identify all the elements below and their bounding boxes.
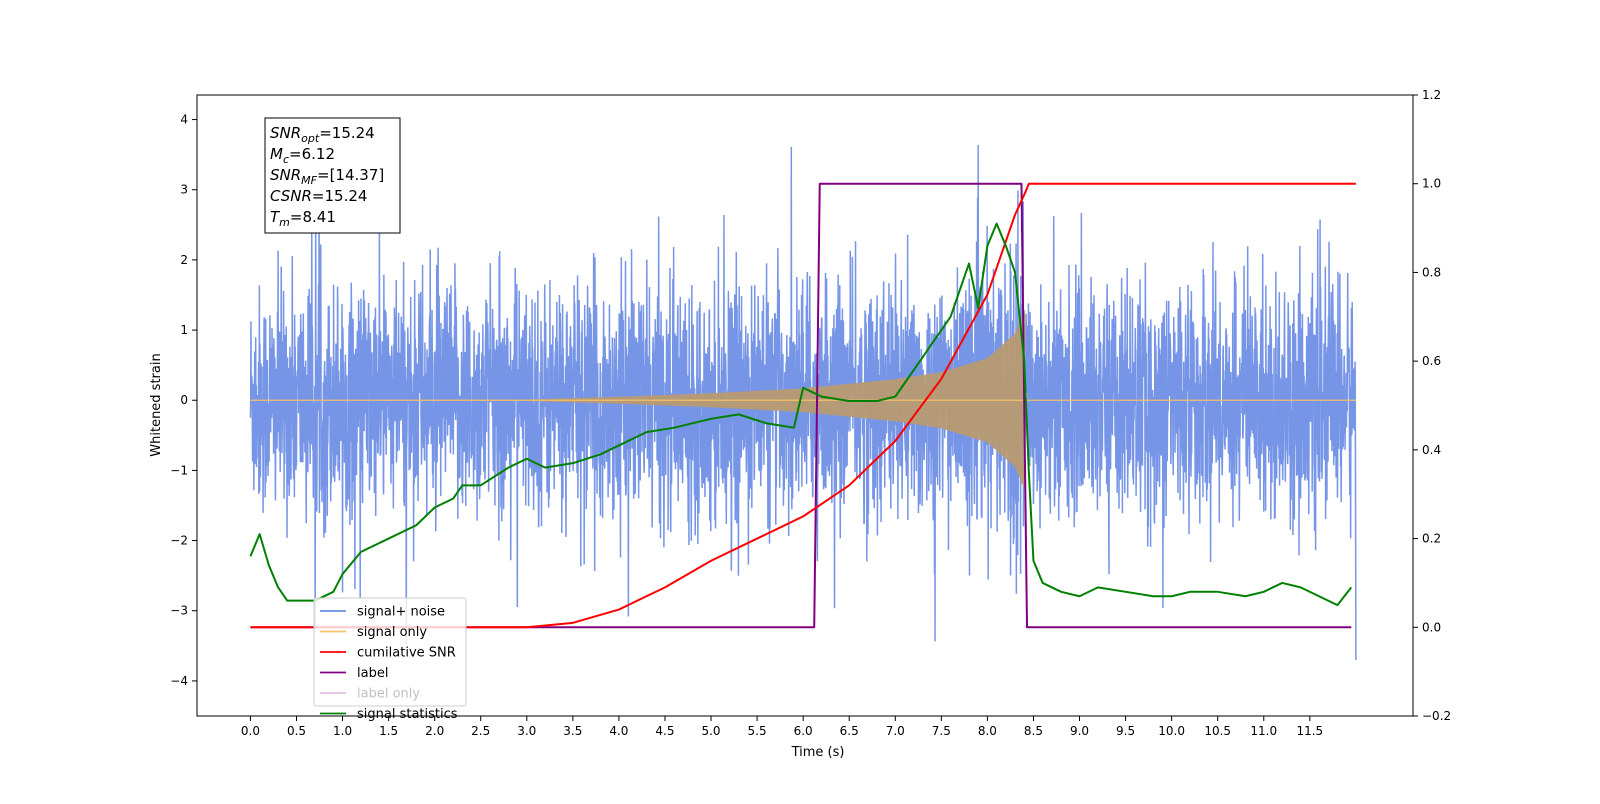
x-tick-label: 9.5 (1116, 724, 1135, 738)
annotation-line: SNRMF=[14.37] (270, 166, 384, 187)
y2-tick-label: 0.4 (1422, 443, 1441, 457)
x-tick-label: 9.0 (1070, 724, 1089, 738)
annotation-line: Mc=6.12 (270, 145, 335, 166)
y-axis-left: −4 −3 −2 −1 0 1 2 3 4 (170, 113, 197, 688)
legend: signal+ noise signal only cumilative SNR la… (313, 597, 467, 722)
legend-frame (313, 597, 467, 707)
x-tick-label: 4.0 (609, 724, 628, 738)
x-axis: 0.0 0.5 1.0 1.5 2.0 2.5 3.0 3.5 4.0 4.5 5.0 5.5 6.0 6… (241, 716, 1323, 738)
y-tick-label: 0 (180, 393, 188, 407)
right-axis-series-group (249, 182, 1356, 629)
x-tick-label: 11.5 (1296, 724, 1323, 738)
legend-label: cumilative SNR (357, 646, 456, 661)
x-tick-label: 10.5 (1204, 724, 1231, 738)
y-axis-right: −0.2 0.0 0.2 0.4 0.6 0.8 1.0 1.2 (1413, 88, 1451, 723)
x-tick-label: 7.5 (932, 724, 951, 738)
legend-label: label (357, 666, 388, 681)
x-tick-label: 2.5 (471, 724, 490, 738)
series-signal-noise-line (249, 144, 1357, 660)
y2-tick-label: 0.2 (1422, 532, 1441, 546)
x-tick-label: 6.5 (840, 724, 859, 738)
plot-frame (196, 94, 1414, 717)
signal-only-series-group (250, 309, 1356, 492)
y2-tick-label: 0.6 (1422, 354, 1441, 368)
series-label-line (250, 182, 1352, 629)
y-tick-label: −4 (170, 674, 188, 688)
legend-label: signal+ noise (357, 605, 445, 620)
x-tick-label: 10.0 (1158, 724, 1185, 738)
y2-tick-label: 0.0 (1422, 620, 1441, 634)
annotation-box-frame (264, 117, 401, 234)
x-tick-label: 7.0 (886, 724, 905, 738)
y2-tick-label: 0.8 (1422, 265, 1441, 279)
series-cumilative-snr-line (250, 182, 1356, 629)
x-tick-label: 8.0 (978, 724, 997, 738)
x-tick-label: 5.0 (701, 724, 720, 738)
y2-tick-label: 1.0 (1422, 177, 1441, 191)
x-tick-label: 2.0 (425, 724, 444, 738)
x-axis-label: Time (s) (791, 745, 845, 760)
x-tick-label: 11.0 (1250, 724, 1277, 738)
x-tick-label: 1.0 (333, 724, 352, 738)
x-tick-label: 0.5 (287, 724, 306, 738)
annotation-line: CSNR=15.24 (270, 187, 367, 205)
legend-label: signal statistics (357, 707, 458, 722)
y-tick-label: −3 (170, 604, 188, 618)
y-tick-label: −1 (170, 463, 188, 477)
annotation-line: SNRopt=15.24 (270, 124, 375, 145)
series-signal-statistics-line (249, 222, 1353, 607)
x-tick-label: 0.0 (241, 724, 260, 738)
y-axis-label: Whitened strain (149, 353, 164, 456)
y-tick-label: −2 (170, 534, 188, 548)
x-tick-label: 3.0 (517, 724, 536, 738)
y-tick-label: 2 (180, 253, 188, 267)
y-tick-label: 1 (180, 323, 188, 337)
metrics-annotation-box: SNRopt=15.24Mc=6.12SNRMF=[14.37]CSNR=15.… (264, 117, 401, 234)
legend-label: signal only (357, 625, 427, 640)
y2-tick-label: 1.2 (1422, 88, 1441, 102)
y-tick-label: 3 (180, 183, 188, 197)
y-tick-label: 4 (180, 113, 188, 127)
x-tick-label: 4.5 (655, 724, 674, 738)
legend-label: label only (357, 687, 420, 702)
x-tick-label: 1.5 (379, 724, 398, 738)
y2-tick-label: −0.2 (1422, 709, 1451, 723)
x-tick-label: 3.5 (563, 724, 582, 738)
noise-series-group (249, 144, 1357, 660)
x-tick-label: 8.5 (1024, 724, 1043, 738)
x-tick-label: 5.5 (748, 724, 767, 738)
annotation-line: Tm=8.41 (270, 208, 336, 229)
x-tick-label: 6.0 (794, 724, 813, 738)
